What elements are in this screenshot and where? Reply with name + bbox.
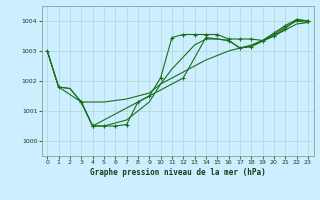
X-axis label: Graphe pression niveau de la mer (hPa): Graphe pression niveau de la mer (hPa) (90, 168, 266, 177)
